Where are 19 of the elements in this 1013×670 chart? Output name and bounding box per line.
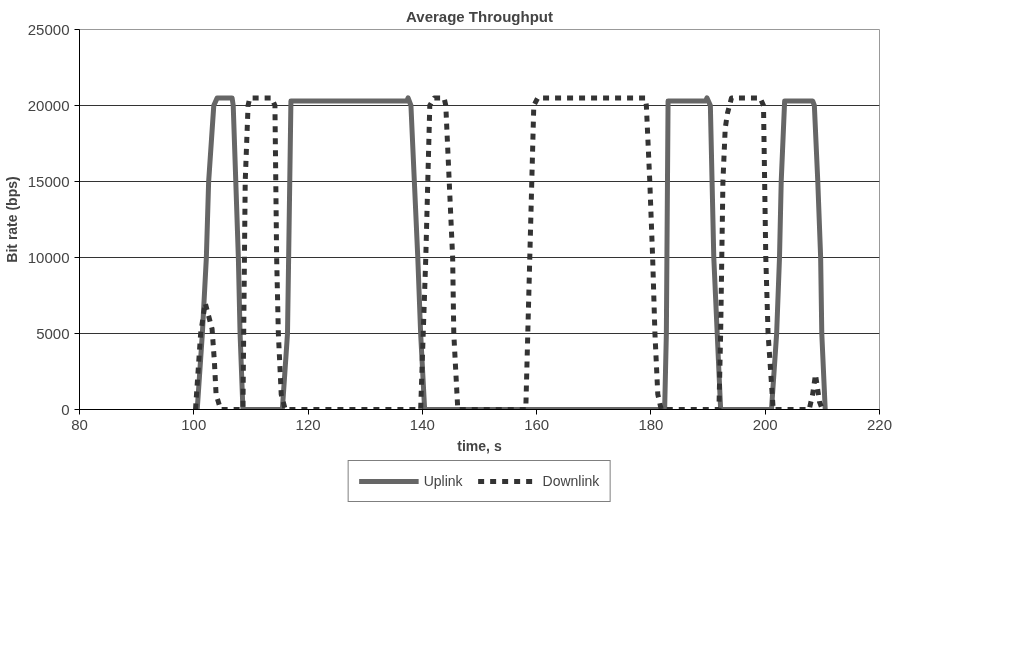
- x-tick-label: 100: [181, 415, 207, 433]
- legend-label: Uplink: [423, 473, 463, 489]
- x-tick-label: 220: [866, 415, 893, 433]
- x-tick-label: 200: [752, 415, 778, 433]
- x-tick-label: 120: [295, 415, 321, 433]
- y-tick-label: 15000: [27, 172, 70, 190]
- x-tick-label: 160: [524, 415, 550, 433]
- y-tick-label: 25000: [27, 20, 70, 38]
- y-tick-label: 5000: [36, 324, 70, 342]
- y-axis-title: Bit rate (bps): [3, 176, 20, 263]
- chart-title: Average Throughput: [406, 7, 553, 25]
- y-tick-label: 10000: [27, 248, 70, 266]
- x-axis-title: time, s: [457, 437, 502, 454]
- x-tick-label: 180: [638, 415, 664, 433]
- y-tick-label: 20000: [27, 96, 70, 114]
- y-tick-label: 0: [61, 400, 70, 418]
- x-tick-label: 140: [409, 415, 435, 433]
- x-tick-label: 80: [71, 415, 88, 433]
- legend-label: Downlink: [542, 473, 600, 489]
